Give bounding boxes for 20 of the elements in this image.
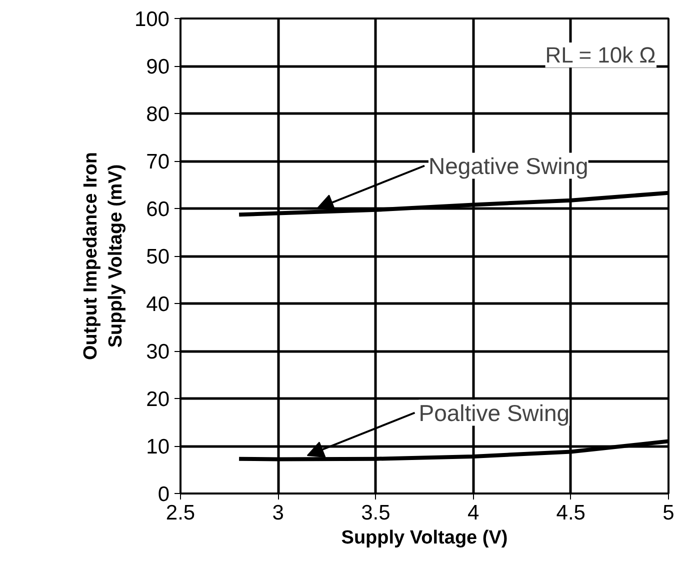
annotation: Poaltive Swing bbox=[418, 400, 570, 426]
y-tick-label: 90 bbox=[146, 56, 170, 78]
y-tick-label: 100 bbox=[134, 8, 170, 31]
x-tick-label: 5 bbox=[662, 502, 674, 524]
y-tick-label: 50 bbox=[146, 246, 170, 268]
annotation: Negative Swing bbox=[428, 152, 588, 179]
y-tick-label: 10 bbox=[146, 436, 170, 458]
y-tick-label: 80 bbox=[146, 103, 170, 126]
x-axis-title: Supply Voltage (V) bbox=[341, 528, 508, 548]
y-axis-title: Output Impedance Iron Supply Voltage (mV) bbox=[80, 152, 126, 360]
y-tick-label: 30 bbox=[146, 340, 170, 364]
x-tick-label: 3.5 bbox=[361, 502, 390, 524]
y-tick-label: 40 bbox=[146, 293, 170, 316]
y-tick-label: 70 bbox=[146, 150, 170, 174]
y-tick-label: 20 bbox=[146, 388, 170, 411]
x-tick-label: 4.5 bbox=[556, 502, 586, 524]
y-tick-label: 60 bbox=[146, 198, 170, 221]
x-tick-label: 3 bbox=[272, 502, 284, 524]
x-tick-label: 4 bbox=[467, 502, 480, 524]
annotation: RL = 10k Ω bbox=[545, 42, 656, 68]
